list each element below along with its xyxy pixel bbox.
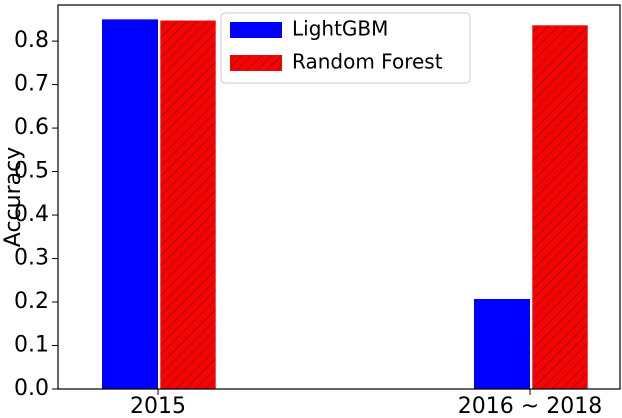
y-tick-label: 0.6 (14, 115, 49, 140)
bar-hatch (531, 24, 589, 390)
axes-frame (57, 4, 621, 390)
y-tick-label: 0.5 (14, 159, 49, 184)
y-tick-label: 0.2 (14, 289, 49, 314)
x-tick-label: 2015 (130, 394, 186, 418)
y-tick-label: 0.8 (14, 28, 49, 53)
y-tick-label: 0.7 (14, 72, 49, 97)
legend-label: Random Forest (292, 50, 443, 74)
bar (474, 298, 530, 389)
legend-swatch (230, 22, 282, 38)
y-tick-label: 0.1 (14, 333, 49, 358)
legend-box (220, 12, 471, 84)
legend-label: LightGBM (292, 17, 388, 41)
y-tick-label: 0.0 (14, 376, 49, 401)
y-tick-label: 0.4 (14, 202, 49, 227)
y-axis-label: Accuracy (1, 147, 26, 247)
y-tick-label: 0.3 (14, 246, 49, 271)
bar-hatch (159, 19, 217, 390)
bar (102, 19, 158, 390)
legend-swatch-hatch (230, 55, 282, 71)
x-tick-label: 2016 ~ 2018 (458, 394, 602, 418)
